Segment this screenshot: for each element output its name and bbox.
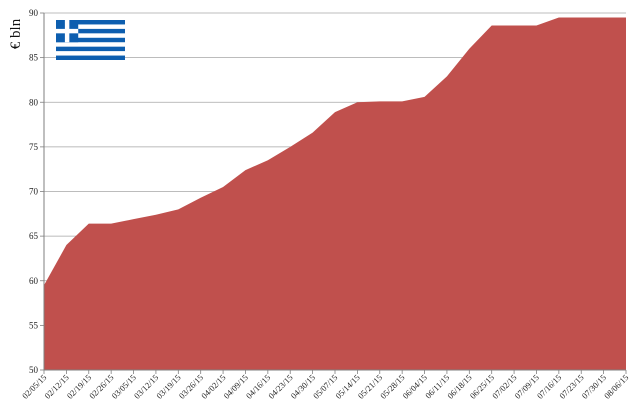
flag-stripe <box>56 55 125 60</box>
y-tick-label: 70 <box>29 187 39 197</box>
flag-stripe <box>56 28 125 34</box>
flag-stripe <box>56 20 125 25</box>
y-tick-label: 65 <box>29 231 39 241</box>
y-tick-label: 75 <box>29 142 39 152</box>
axes <box>40 12 627 374</box>
flag-cross-horizontal <box>56 28 79 34</box>
y-tick-label: 90 <box>29 8 39 18</box>
y-tick-label: 55 <box>29 320 39 330</box>
greece-flag-icon <box>56 20 125 60</box>
y-tick-labels: 50 55 60 65 70 75 80 85 90 <box>29 8 39 375</box>
y-tick-label: 80 <box>29 97 39 107</box>
area-series <box>44 17 626 371</box>
y-tick-label: 85 <box>29 53 39 63</box>
flag-stripe <box>56 37 125 43</box>
y-tick-label: 50 <box>29 365 39 375</box>
flag-stripe <box>56 46 125 52</box>
area-layer <box>44 17 626 371</box>
y-axis-label: € bln <box>8 18 24 49</box>
y-tick-label: 60 <box>29 276 39 286</box>
